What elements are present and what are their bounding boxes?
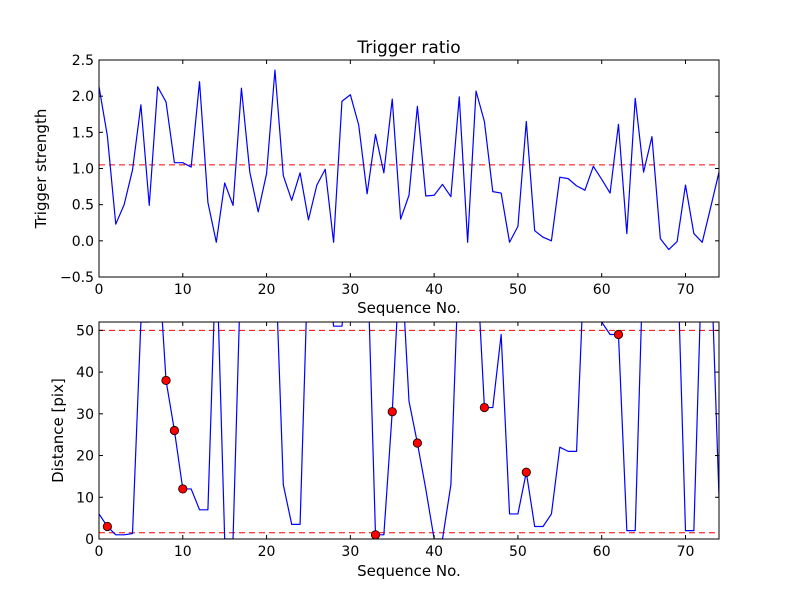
x-tick-label: 0 — [95, 544, 104, 560]
y-tick-label: 30 — [76, 407, 94, 423]
x-axis-label: Sequence No. — [357, 562, 461, 580]
y-axis-label: Distance [pix] — [49, 378, 67, 483]
x-tick-label: 0 — [95, 282, 104, 298]
x-tick-label: 10 — [174, 282, 192, 298]
distance-panel: Distance [pix] Sequence No. 0 10 20 30 40 50 6… — [49, 321, 720, 580]
x-tick-label: 10 — [174, 544, 192, 560]
data-point-marker — [412, 438, 422, 448]
y-tick-label: 40 — [76, 365, 94, 381]
x-tick-label: 70 — [677, 544, 695, 560]
data-point-marker — [479, 402, 490, 413]
x-tick-label: 20 — [258, 282, 276, 298]
x-tick-label: 40 — [425, 282, 443, 298]
x-tick-label: 30 — [341, 544, 359, 560]
x-axis-label: Sequence No. — [357, 299, 461, 317]
y-tick-label: 0.0 — [72, 234, 94, 250]
panel-title: Trigger ratio — [356, 38, 460, 58]
y-tick-label: 1.0 — [72, 162, 94, 178]
data-point-marker — [370, 530, 381, 540]
data-point-marker — [161, 375, 171, 386]
data-point-marker — [169, 425, 180, 436]
y-tick-label: 2.5 — [72, 53, 94, 69]
x-tick-label: 50 — [509, 282, 527, 298]
y-tick-label: 50 — [76, 323, 94, 339]
data-point-marker — [387, 407, 397, 417]
x-tick-label: 50 — [509, 544, 527, 560]
y-tick-label: −0.5 — [60, 270, 94, 286]
data-point-marker — [521, 467, 531, 477]
data-point-marker — [178, 484, 188, 494]
y-axis-label: Trigger strength — [32, 109, 50, 230]
y-tick-label: 0 — [85, 532, 94, 548]
trigger-ratio-panel: Trigger ratio Trigger strength Sequence … — [32, 38, 720, 317]
y-tick-label: 10 — [76, 490, 94, 506]
series-line — [99, 69, 719, 251]
x-tick-label: 60 — [593, 544, 611, 560]
y-tick-label: 0.5 — [72, 198, 94, 214]
axes-frame — [98, 321, 720, 540]
y-tick-label: 2.0 — [72, 89, 94, 105]
x-tick-label: 20 — [258, 544, 276, 560]
x-tick-label: 40 — [425, 544, 443, 560]
x-tick-label: 30 — [341, 282, 359, 298]
data-point-marker — [613, 329, 624, 340]
x-tick-label: 70 — [677, 282, 695, 298]
x-tick-label: 60 — [593, 282, 611, 298]
data-point-marker — [102, 521, 112, 532]
y-tick-label: 1.5 — [72, 125, 94, 141]
y-tick-label: 20 — [76, 449, 94, 465]
